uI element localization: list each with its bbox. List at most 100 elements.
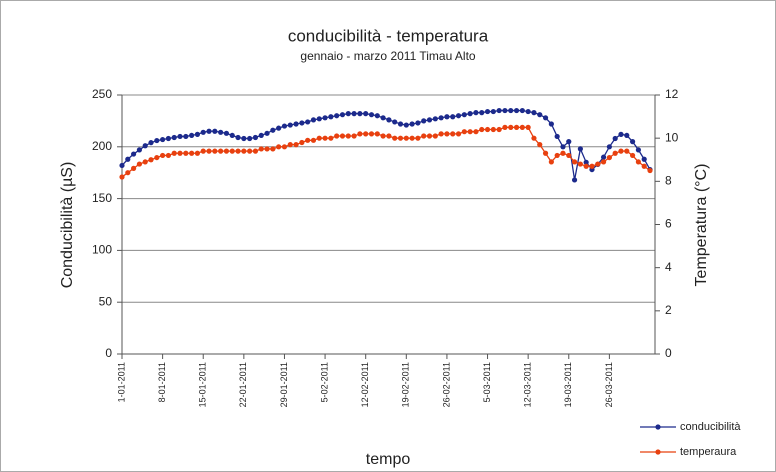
- data-point: [189, 150, 195, 156]
- data-point: [316, 135, 322, 141]
- data-point: [380, 133, 386, 139]
- data-point: [160, 136, 166, 143]
- data-point: [177, 133, 183, 140]
- data-point: [409, 135, 415, 141]
- data-point: [455, 113, 462, 119]
- y-tick-label: 0: [105, 346, 112, 360]
- y-tick-label: 200: [92, 139, 112, 153]
- data-point: [583, 159, 589, 165]
- data-point: [641, 156, 647, 162]
- data-point: [345, 111, 351, 117]
- data-point: [444, 114, 450, 120]
- data-point: [432, 116, 438, 122]
- data-point: [142, 159, 148, 165]
- data-point: [467, 129, 473, 135]
- data-point: [334, 113, 340, 119]
- data-point: [212, 148, 218, 154]
- data-point: [351, 133, 357, 139]
- legend-label: temperaura: [680, 446, 737, 458]
- y-tick-label: 100: [92, 243, 112, 257]
- data-point: [264, 146, 270, 152]
- data-point: [595, 161, 601, 167]
- data-point: [160, 152, 166, 159]
- data-point: [461, 129, 467, 135]
- data-point: [392, 135, 398, 141]
- data-point: [206, 148, 212, 154]
- data-point: [566, 139, 572, 145]
- data-point: [223, 130, 230, 136]
- data-point: [229, 148, 235, 154]
- data-point: [136, 147, 143, 153]
- data-point: [629, 152, 636, 159]
- data-point: [426, 133, 433, 139]
- data-point: [635, 159, 641, 165]
- data-point: [322, 115, 328, 121]
- data-point: [409, 121, 415, 127]
- data-point: [334, 133, 340, 139]
- data-point: [484, 108, 491, 115]
- data-point: [165, 135, 172, 142]
- data-point: [316, 116, 322, 122]
- data-point: [368, 131, 375, 137]
- data-point: [548, 159, 554, 165]
- data-point: [560, 150, 566, 156]
- data-point: [310, 137, 317, 143]
- data-point: [328, 114, 334, 120]
- x-tick-label: 22-01-2011: [238, 362, 248, 407]
- data-point: [258, 146, 264, 152]
- data-point: [426, 117, 433, 123]
- data-point: [223, 148, 230, 154]
- data-point: [571, 159, 578, 165]
- data-point: [386, 117, 392, 123]
- data-point: [363, 131, 369, 137]
- data-point: [415, 135, 421, 141]
- data-point: [583, 163, 589, 169]
- data-point: [363, 111, 369, 117]
- data-point: [531, 110, 537, 116]
- data-point: [502, 107, 508, 114]
- data-point: [171, 150, 177, 156]
- data-point: [589, 163, 595, 169]
- data-point: [131, 151, 137, 157]
- data-point: [484, 126, 491, 133]
- data-point: [154, 154, 160, 161]
- data-point: [241, 148, 247, 154]
- data-point: [461, 112, 467, 118]
- data-point: [392, 119, 398, 125]
- data-point: [148, 140, 154, 146]
- data-point: [241, 135, 247, 142]
- x-tick-label: 12-03-2011: [523, 362, 533, 407]
- y-tick-label: 150: [92, 191, 112, 205]
- data-point: [125, 170, 131, 176]
- data-point: [508, 124, 514, 130]
- data-point: [264, 130, 270, 136]
- data-point: [450, 131, 456, 137]
- data-point: [554, 133, 560, 140]
- data-point: [513, 124, 520, 130]
- data-point: [368, 112, 375, 118]
- data-point: [519, 124, 525, 130]
- data-point: [618, 148, 624, 154]
- data-point: [119, 162, 125, 169]
- x-axis-label: tempo: [366, 451, 411, 468]
- data-point: [183, 150, 189, 156]
- data-point: [397, 121, 404, 127]
- x-tick-label: 8-01-2011: [157, 362, 167, 402]
- data-point: [299, 139, 305, 146]
- y2-tick-label: 8: [665, 174, 672, 188]
- y2-tick-label: 10: [665, 130, 679, 144]
- y2-tick-label: 2: [665, 303, 672, 317]
- data-point: [606, 144, 612, 150]
- data-point: [218, 148, 224, 154]
- data-point: [270, 146, 276, 152]
- data-point: [125, 156, 131, 162]
- data-point: [305, 119, 311, 125]
- data-point: [142, 143, 148, 149]
- data-point: [496, 126, 502, 133]
- x-tick-label: 19-03-2011: [563, 362, 573, 407]
- data-point: [635, 147, 641, 153]
- data-point: [154, 137, 160, 144]
- x-tick-label: 5-02-2011: [319, 362, 329, 402]
